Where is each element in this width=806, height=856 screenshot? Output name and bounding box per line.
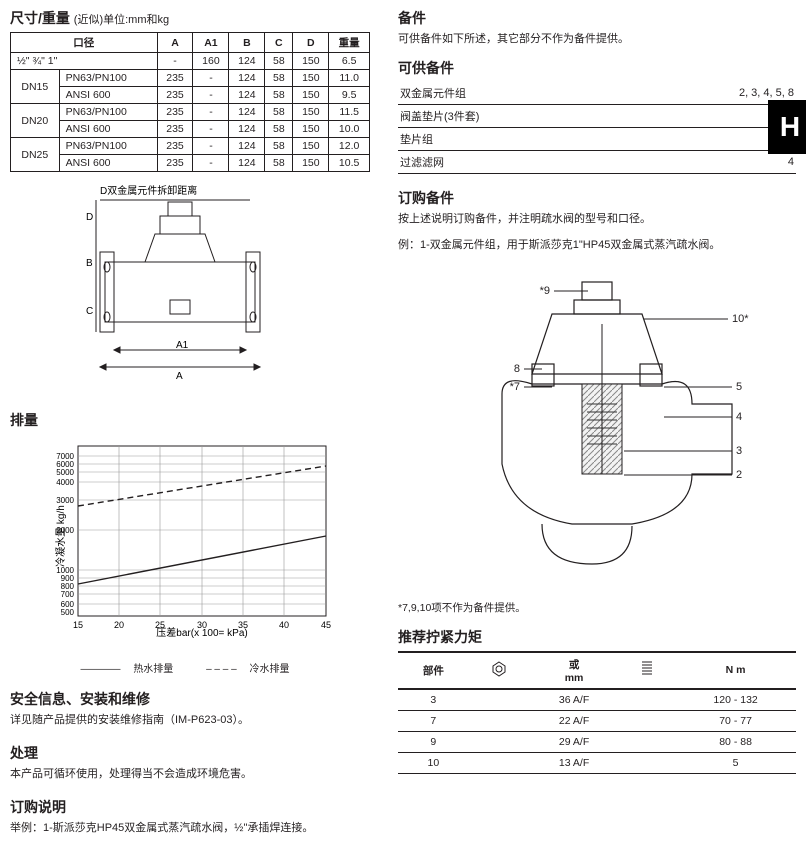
chart-legend: ———— 热水排量 – – – – 冷水排量 (10, 660, 370, 675)
dimensions-title: 尺寸/重量 (近似)单位:mm和kg (10, 8, 370, 28)
capacity-title: 排量 (10, 410, 370, 430)
table-row: 722 A/F70 - 77 (398, 710, 796, 731)
dim-subtitle: (近似)单位:mm和kg (74, 14, 169, 26)
svg-text:45: 45 (321, 620, 331, 630)
th-bore: 口径 (11, 33, 158, 53)
order-text: 举例：1-斯派莎克HP45双金属式蒸汽疏水阀，½"承插焊连接。 (10, 821, 370, 837)
svg-text:20: 20 (114, 620, 124, 630)
th-c: C (265, 33, 293, 53)
svg-text:700: 700 (61, 590, 75, 599)
svg-text:*7: *7 (510, 381, 520, 393)
th-d: D (293, 33, 329, 53)
spare-title: 备件 (398, 8, 796, 28)
table-row: DN25PN63/PN100235-1245815012.0 (11, 138, 370, 155)
callout-note: *7,9,10项不作为备件提供。 (398, 600, 796, 615)
table-row: DN20PN63/PN100235-1245815011.5 (11, 104, 370, 121)
svg-text:压差bar(x 100= kPa): 压差bar(x 100= kPa) (156, 626, 247, 639)
table-row: ANSI 600235-1245815010.5 (11, 155, 370, 172)
th-b: B (229, 33, 265, 53)
capacity-chart: 7000600050004000300020001000900800700600… (30, 436, 340, 656)
table-row: 垫片组2,5,8 (398, 127, 796, 150)
diag-d-label: D双金属元件拆卸距离 (100, 184, 197, 197)
dimension-diagram: D双金属元件拆卸距离 D B C A1 A (50, 182, 310, 402)
svg-text:B: B (86, 258, 93, 269)
avail-table: 双金属元件组2, 3, 4, 5, 8阀盖垫片(3件套)5垫片组2,5,8过滤滤… (398, 82, 796, 174)
safety-title: 安全信息、安装和维修 (10, 689, 370, 709)
safety-text: 详见随产品提供的安装维修指南（IM-P623-03）。 (10, 713, 370, 729)
avail-title: 可供备件 (398, 58, 796, 78)
torque-title: 推荐拧紧力矩 (398, 627, 796, 647)
th-or: 或mm (529, 652, 620, 689)
svg-text:15: 15 (73, 620, 83, 630)
svg-text:4: 4 (736, 411, 742, 423)
svg-text:3000: 3000 (56, 496, 74, 505)
svg-text:A: A (176, 371, 183, 382)
dimensions-table: 口径 A A1 B C D 重量 ½" ¾" 1"-160124581506.5… (10, 32, 370, 172)
th-a: A (157, 33, 193, 53)
th-hex-icon (469, 652, 529, 689)
table-row: 双金属元件组2, 3, 4, 5, 8 (398, 82, 796, 105)
svg-text:10*: 10* (732, 313, 749, 325)
svg-text:C: C (86, 306, 93, 317)
th-a1: A1 (193, 33, 229, 53)
disposal-title: 处理 (10, 743, 370, 763)
cutaway-diagram: *9 10* 8 *7 5 4 3 2 (432, 264, 762, 594)
th-part: 部件 (398, 652, 469, 689)
svg-text:A1: A1 (176, 340, 189, 351)
table-row: 过滤滤网4 (398, 150, 796, 173)
table-row: DN15PN63/PN100235-1245815011.0 (11, 70, 370, 87)
dim-title-text: 尺寸/重量 (10, 10, 70, 26)
order-title: 订购说明 (10, 797, 370, 817)
order-spare-title: 订购备件 (398, 188, 796, 208)
th-wt: 重量 (329, 33, 370, 53)
svg-text:500: 500 (61, 608, 75, 617)
svg-text:2: 2 (736, 469, 742, 481)
table-row: 929 A/F80 - 88 (398, 731, 796, 752)
svg-text:3: 3 (736, 445, 742, 457)
legend-hot: 热水排量 (133, 664, 173, 675)
svg-text:D: D (86, 212, 93, 223)
order-spare-p2: 例：1-双金属元件组，用于斯派莎克1"HP45双金属式蒸汽疏水阀。 (398, 238, 796, 254)
legend-cold: 冷水排量 (249, 664, 289, 675)
svg-text:4000: 4000 (56, 478, 74, 487)
section-tab: H (768, 100, 806, 154)
svg-text:5: 5 (736, 381, 742, 393)
svg-text:冷凝水量 kg/h: 冷凝水量 kg/h (54, 505, 67, 567)
svg-text:8: 8 (514, 363, 520, 375)
spare-text: 可供备件如下所述，其它部分不作为备件提供。 (398, 32, 796, 48)
order-spare-p1: 按上述说明订购备件，并注明疏水阀的型号和口径。 (398, 212, 796, 228)
table-row: ANSI 600235-1245815010.0 (11, 121, 370, 138)
svg-text:*9: *9 (540, 285, 550, 297)
table-row: ANSI 600235-124581509.5 (11, 87, 370, 104)
svg-text:40: 40 (279, 620, 289, 630)
disposal-text: 本产品可循环使用，处理得当不会造成环境危害。 (10, 767, 370, 783)
table-row: 阀盖垫片(3件套)5 (398, 104, 796, 127)
th-nm: N m (675, 652, 796, 689)
table-row: ½" ¾" 1" (11, 53, 158, 70)
torque-table: 部件 或mm N m 336 A/F120 - 132722 A/F70 - 7… (398, 651, 796, 774)
table-row: 336 A/F120 - 132 (398, 689, 796, 711)
svg-text:5000: 5000 (56, 468, 74, 477)
th-thread-icon (619, 652, 675, 689)
table-row: 1013 A/F5 (398, 752, 796, 773)
